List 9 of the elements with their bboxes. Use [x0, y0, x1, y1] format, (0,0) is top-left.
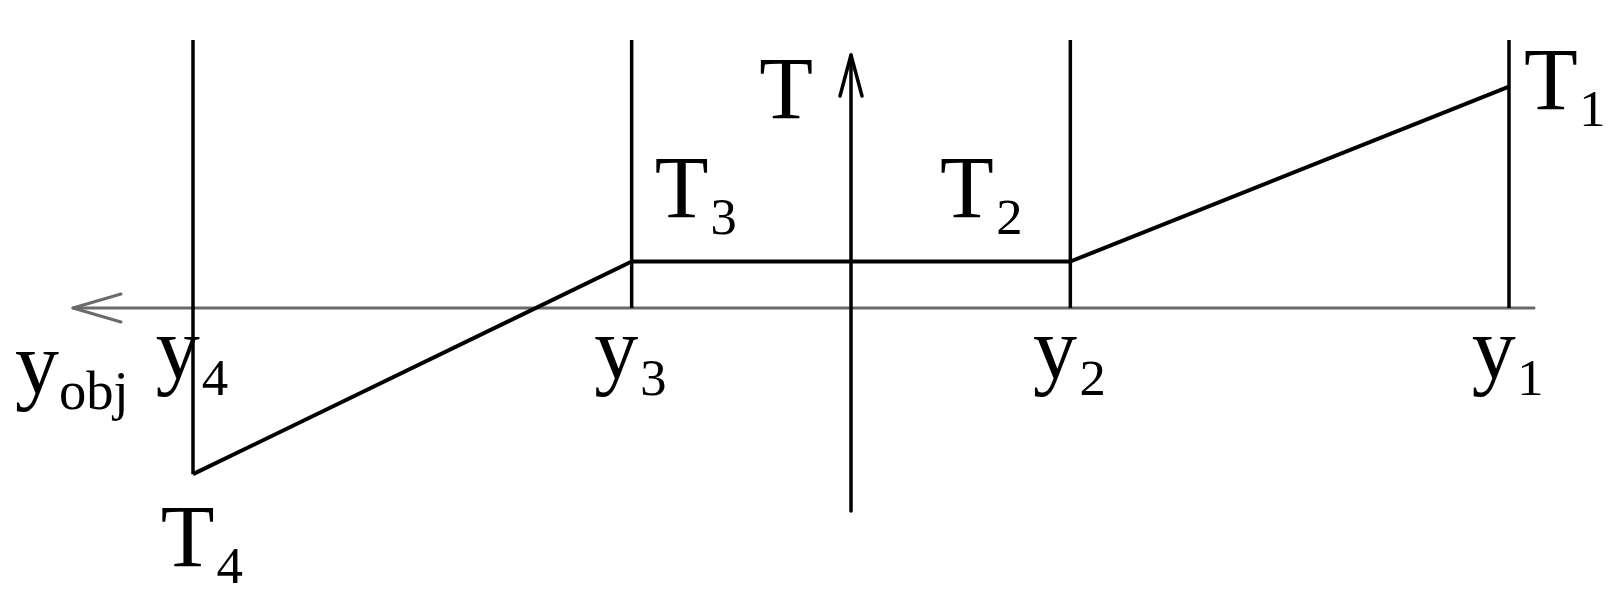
- annotation: T₃: [654, 138, 740, 236]
- x-tick-label: y₁: [1471, 299, 1547, 397]
- y-axis-title: T: [759, 40, 813, 137]
- x-tick-label: y₃: [594, 299, 670, 397]
- annotation: T₁: [1524, 30, 1609, 128]
- x-axis-title: y$_{obj}$: [15, 315, 129, 422]
- annotation: T₂: [939, 138, 1025, 236]
- x-tick-label: y₂: [1032, 299, 1108, 397]
- annotation: T₄: [160, 488, 246, 586]
